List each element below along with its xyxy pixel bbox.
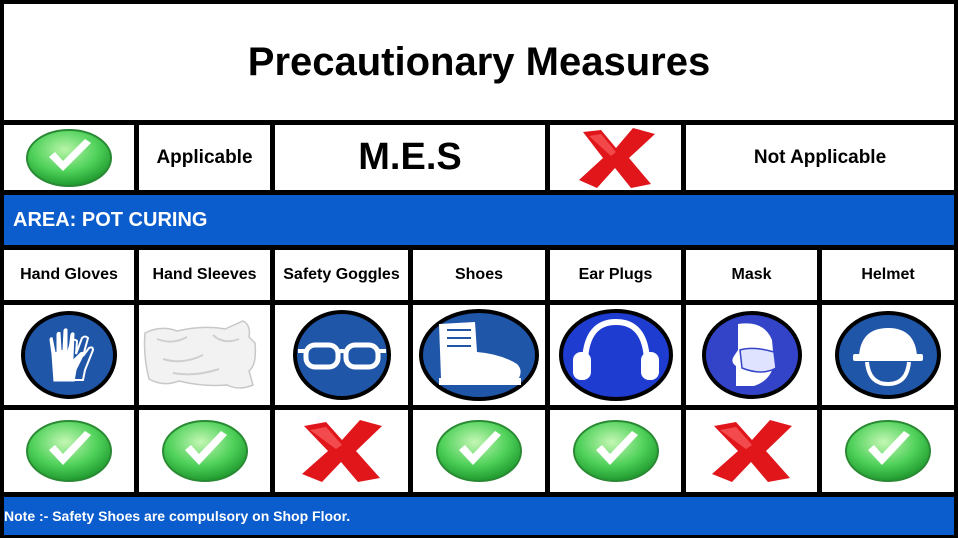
status-cell-safety-goggles	[275, 410, 408, 492]
not-applicable-legend-icon-cell	[550, 125, 681, 190]
item-icon-cell-safety-goggles	[275, 305, 408, 405]
area-banner: AREA: POT CURING	[4, 195, 954, 245]
red-cross-icon	[578, 127, 655, 188]
applicable-legend-icon-cell	[4, 125, 134, 190]
green-check-icon	[161, 420, 248, 482]
item-label-helmet: Helmet	[822, 250, 954, 300]
note-banner: Note :- Safety Shoes are compulsory on S…	[4, 497, 954, 535]
green-check-icon	[436, 420, 522, 482]
not-applicable-label: Not Applicable	[686, 125, 954, 190]
item-label-shoes: Shoes	[413, 250, 545, 300]
green-check-icon	[26, 128, 112, 187]
item-icon-cell-hand-gloves	[4, 305, 134, 405]
hand-gloves-icon	[21, 311, 117, 399]
applicable-label: Applicable	[139, 125, 270, 190]
status-cell-shoes	[413, 410, 545, 492]
green-check-icon	[572, 420, 659, 482]
status-cell-ear-plugs	[550, 410, 681, 492]
helmet-icon	[835, 311, 941, 399]
green-check-icon	[26, 420, 112, 482]
ear-protection-icon	[558, 309, 673, 401]
hand-sleeves-icon	[143, 320, 256, 389]
status-cell-hand-gloves	[4, 410, 134, 492]
status-cell-helmet	[822, 410, 954, 492]
mes-label: M.E.S	[275, 125, 545, 190]
item-label-ear-plugs: Ear Plugs	[550, 250, 681, 300]
item-label-mask: Mask	[686, 250, 817, 300]
item-icon-cell-mask	[686, 305, 817, 405]
item-icon-cell-hand-sleeves	[139, 305, 270, 405]
item-label-safety-goggles: Safety Goggles	[275, 250, 408, 300]
item-label-hand-sleeves: Hand Sleeves	[139, 250, 270, 300]
item-icon-cell-helmet	[822, 305, 954, 405]
safety-shoes-icon	[419, 309, 539, 401]
item-icon-cell-ear-plugs	[550, 305, 681, 405]
green-check-icon	[845, 420, 931, 482]
status-cell-hand-sleeves	[139, 410, 270, 492]
safety-goggles-icon	[292, 310, 391, 400]
mask-icon	[701, 311, 802, 399]
red-cross-icon	[711, 420, 792, 482]
item-icon-cell-shoes	[413, 305, 545, 405]
page-title: Precautionary Measures	[4, 4, 954, 120]
red-cross-icon	[301, 420, 382, 482]
status-cell-mask	[686, 410, 817, 492]
item-label-hand-gloves: Hand Gloves	[4, 250, 134, 300]
